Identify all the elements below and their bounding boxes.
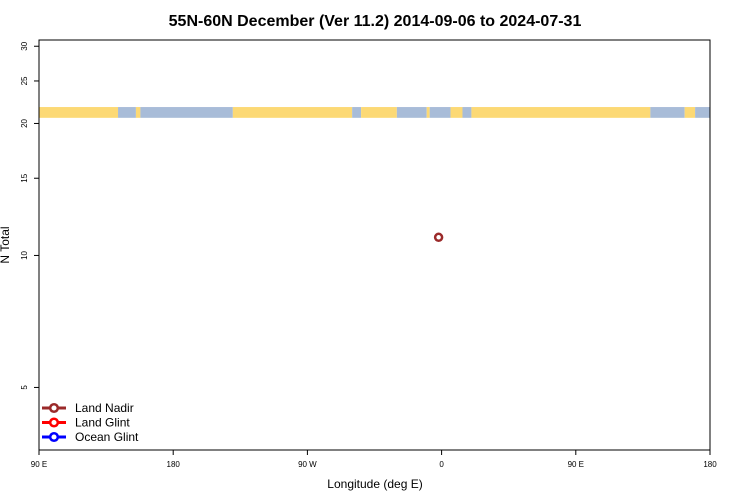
strip-segment-ocean [118,107,136,118]
strip-segment-ocean [650,107,685,118]
strip-segment-land [426,107,430,118]
legend-marker [48,402,60,414]
x-tick-label: 180 [703,460,717,469]
strip-segment-land [232,107,353,118]
land-mask-strip [39,107,710,118]
strip-segment-ocean [462,107,472,118]
x-axis: 90 E 180 90 W 0 90 E 180 [31,450,717,469]
x-tick-label: 180 [167,460,181,469]
data-point-land-nadir [433,232,444,243]
x-axis-label: Longitude (deg E) [327,477,422,491]
data-points [433,232,444,243]
strip-segment-ocean [352,107,362,118]
y-tick-label: 30 [20,41,29,50]
strip-segment-ocean [396,107,427,118]
strip-segment-ocean [695,107,710,118]
strip-segment-land [135,107,141,118]
plot-frame [38,39,711,451]
legend-label: Land Nadir [75,401,134,415]
strip-segment-land [471,107,651,118]
chart-title: 55N-60N December (Ver 11.2) 2014-09-06 t… [169,13,582,30]
x-tick-label: 90 W [298,460,317,469]
strip-segment-ocean [429,107,451,118]
y-tick-label: 10 [20,250,29,259]
x-tick-label: 90 E [31,460,47,469]
strip-segment-land [361,107,397,118]
y-axis-label: N Total [0,226,12,263]
y-tick-label: 20 [20,118,29,127]
y-axis: 5 10 15 20 25 30 [20,41,39,390]
x-tick-label: 0 [439,460,444,469]
strip-segment-land [39,107,119,118]
x-tick-label: 90 E [568,460,584,469]
strip-segment-ocean [140,107,233,118]
legend-marker [48,417,60,428]
y-tick-label: 5 [20,385,29,390]
strip-segment-land [450,107,463,118]
y-tick-label: 25 [20,76,29,85]
y-tick-label: 15 [20,173,29,182]
legend-marker [48,431,60,443]
strip-segment-land [684,107,696,118]
legend-label: Ocean Glint [75,430,139,444]
legend-label: Land Glint [75,416,130,430]
